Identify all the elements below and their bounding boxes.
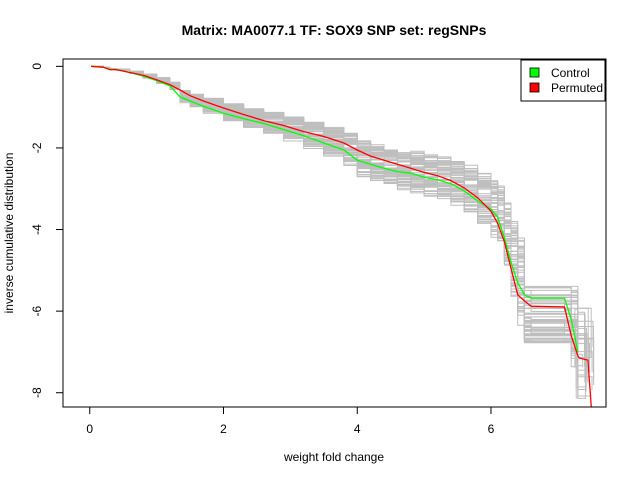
y-tick-label: 0 [30,63,44,70]
simulation-line [91,65,594,379]
legend: Control Permuted [520,59,606,102]
legend-swatch-permuted [529,82,540,93]
x-axis: 0 2 4 6 [86,406,495,436]
legend-label-control: Control [551,66,590,80]
y-axis: 0 -2 -4 -6 -8 [30,63,64,398]
series-lines [91,65,592,408]
series-line-control [91,65,579,353]
x-tick-label: 0 [86,422,93,436]
legend-label-permuted: Permuted [551,81,603,95]
series-line-permuted [91,65,592,408]
x-tick-label: 6 [488,422,495,436]
x-tick-label: 2 [220,422,227,436]
x-tick-label: 4 [354,422,361,436]
y-tick-label: -2 [30,142,44,153]
y-tick-label: -6 [30,305,44,316]
chart-title: Matrix: MA0077.1 TF: SOX9 SNP set: regSN… [182,22,487,38]
y-tick-label: -8 [30,387,44,398]
y-tick-label: -4 [30,224,44,235]
y-axis-label: inverse cumulative distribution [2,153,16,314]
x-axis-label: weight fold change [283,450,384,464]
legend-box [520,59,606,102]
legend-swatch-control [529,67,540,78]
